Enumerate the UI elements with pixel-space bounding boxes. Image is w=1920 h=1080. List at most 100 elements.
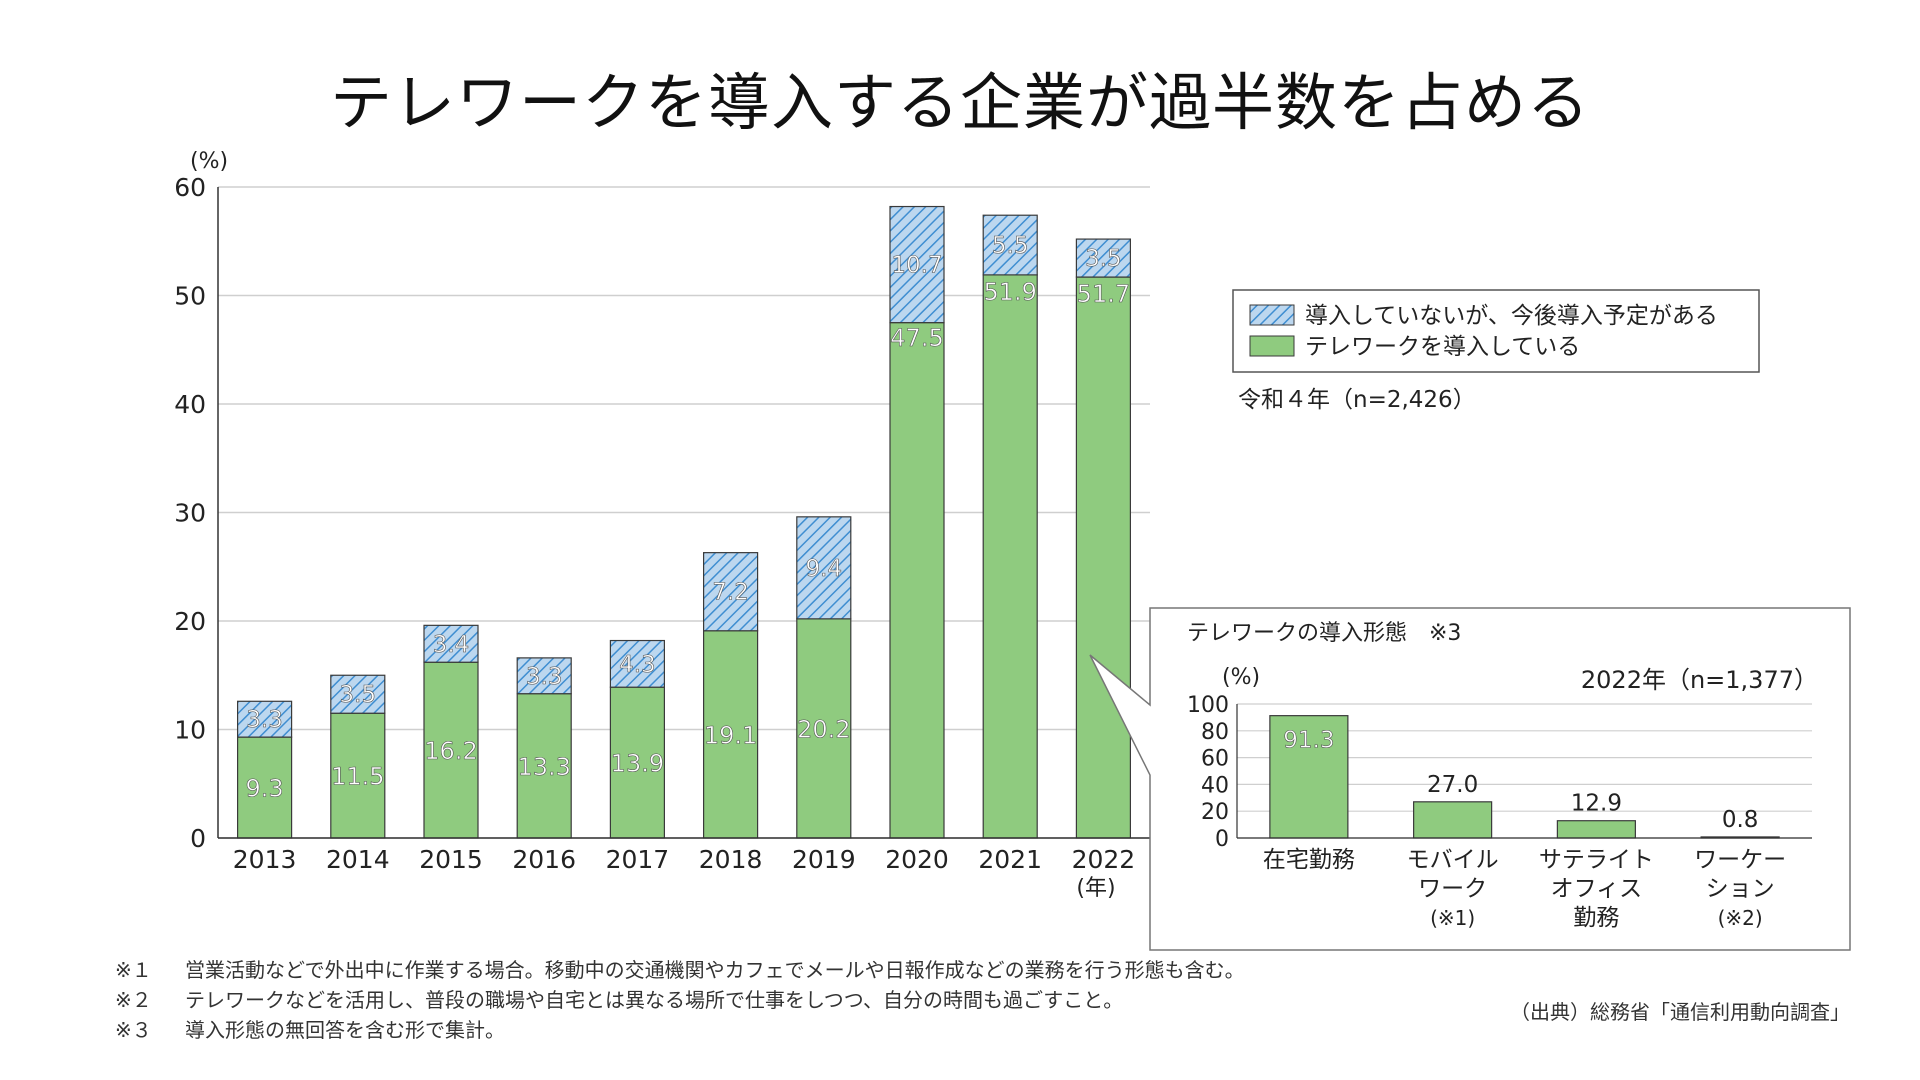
footnotes: ※１ 営業活動などで外出中に作業する場合。移動中の交通機関やカフェでメールや日報…	[115, 955, 1245, 1045]
inset-y-tick-label: 60	[1201, 747, 1229, 772]
inset-category-label: 勤務	[1573, 905, 1619, 931]
inset-y-axis-unit: (%)	[1222, 665, 1260, 690]
bar-planned-2020	[889, 205, 945, 324]
inset-category-label: サテライト	[1539, 847, 1654, 873]
inset-y-tick-label: 80	[1201, 720, 1229, 745]
data-label-planned: 3.5	[1085, 246, 1122, 272]
data-label-implemented: 19.1	[704, 721, 757, 749]
bar-planned-2015	[423, 624, 479, 663]
source-citation: （出典）総務省「通信利用動向調査」	[1510, 1000, 1850, 1024]
data-label-implemented: 9.3	[246, 775, 284, 803]
inset-bar	[1556, 820, 1636, 839]
page-title: テレワークを導入する企業が過半数を占める	[329, 66, 1590, 139]
data-label-implemented: 47.5	[890, 324, 943, 352]
y-tick-label: 30	[174, 499, 206, 528]
legend-box	[1232, 289, 1760, 373]
inset-y-tick-label: 40	[1201, 773, 1229, 798]
inset-data-label: 12.9	[1571, 791, 1622, 817]
inset-subtitle: 2022年（n=1,377）	[1581, 666, 1818, 694]
footnote-2: ※２ テレワークなどを活用し、普段の職場や自宅とは異なる場所で仕事をしつつ、自分…	[115, 985, 1245, 1015]
main-bars: 9.3 3.3 11.5 3.5 16.2 3.4 13.3 3.3 13.9 4.3 19.1 7.…	[237, 205, 1132, 839]
inset-data-label: 0.8	[1722, 807, 1759, 833]
bar-planned-2013	[237, 700, 293, 738]
data-label-planned: 9.4	[806, 556, 843, 582]
bar-implemented-2018	[702, 630, 759, 839]
x-tick-label: 2015	[419, 845, 483, 874]
data-label-implemented: 11.5	[331, 763, 384, 791]
footnote-1: ※１ 営業活動などで外出中に作業する場合。移動中の交通機関やカフェでメールや日報…	[115, 955, 1245, 985]
legend-swatch-implemented	[1249, 335, 1295, 357]
y-tick-label: 20	[174, 607, 206, 636]
inset-category-label: ワーケー	[1694, 847, 1786, 873]
bar-planned-2018	[702, 552, 759, 632]
bar-implemented-2022	[1075, 276, 1132, 839]
y-axis-unit: (%)	[190, 149, 228, 174]
inset-data-label: 91.3	[1283, 728, 1334, 754]
data-label-planned: 3.3	[246, 707, 283, 733]
bar-implemented-2015	[423, 661, 479, 839]
inset-category-label: (※2)	[1718, 906, 1763, 930]
inset-category-label: 在宅勤務	[1263, 847, 1355, 873]
footnote-mark: ※１	[115, 958, 152, 982]
inset-category-label: (※1)	[1430, 906, 1475, 930]
data-label-planned: 4.3	[619, 652, 656, 678]
y-tick-label: 10	[174, 716, 206, 745]
legend-label-implemented: テレワークを導入している	[1305, 334, 1580, 360]
x-tick-label: 2022	[1072, 845, 1136, 874]
main-axes: 0 10 20 30 40 50 60(%) (年) 2013 2014 2015 2016 2017 2…	[174, 149, 1150, 901]
footnote-text: 導入形態の無回答を含む形で集計。	[185, 1018, 505, 1042]
inset-category-label: ション	[1706, 876, 1775, 902]
x-tick-label: 2020	[885, 845, 949, 874]
data-label-implemented: 20.2	[797, 715, 850, 743]
inset-title: テレワークの導入形態 ※3	[1187, 621, 1461, 646]
inset-y-tick-label: 0	[1215, 827, 1229, 852]
x-tick-label: 2013	[233, 845, 297, 874]
inset-category-label: ワーク	[1418, 876, 1487, 902]
y-tick-label: 40	[174, 390, 206, 419]
data-label-planned: 3.5	[340, 682, 377, 708]
x-tick-label: 2017	[606, 845, 670, 874]
sample-size-annotation: 令和４年（n=2,426）	[1238, 387, 1476, 413]
data-label-implemented: 13.9	[611, 750, 664, 778]
data-label-implemented: 51.9	[983, 278, 1036, 306]
inset-category-label: モバイル	[1407, 847, 1499, 873]
footnote-text: テレワークなどを活用し、普段の職場や自宅とは異なる場所で仕事をしつつ、自分の時間…	[185, 988, 1124, 1012]
data-label-planned: 10.7	[891, 253, 942, 279]
bar-implemented-2017	[609, 686, 666, 839]
bar-implemented-2021	[982, 274, 1038, 839]
y-tick-label: 50	[174, 282, 206, 311]
bar-planned-2022	[1075, 238, 1132, 278]
footnote-text: 営業活動などで外出中に作業する場合。移動中の交通機関やカフェでメールや日報作成な…	[185, 958, 1245, 982]
x-tick-label: 2021	[978, 845, 1042, 874]
data-label-planned: 7.2	[712, 580, 749, 606]
y-tick-label: 0	[190, 824, 206, 853]
footnote-mark: ※２	[115, 988, 152, 1012]
bar-planned-2014	[330, 674, 386, 714]
inset-y-tick-label: 20	[1201, 800, 1229, 825]
inset-category-label: オフィス	[1551, 876, 1643, 902]
bar-planned-2016	[516, 657, 572, 695]
data-label-implemented: 13.3	[517, 753, 570, 781]
inset-panel: テレワークの導入形態 ※3 2022年（n=1,377） 91.3 27.0 12.…	[1089, 607, 1851, 951]
bar-implemented-2016	[516, 693, 572, 839]
data-label-planned: 3.4	[433, 632, 470, 658]
inset-y-tick-label: 100	[1187, 693, 1229, 718]
bar-planned-2019	[796, 516, 852, 620]
inset-bar	[1413, 801, 1493, 839]
data-label-planned: 5.5	[992, 233, 1029, 259]
x-tick-label: 2016	[512, 845, 576, 874]
main-legend: 導入していないが、今後導入予定がある テレワークを導入している	[1232, 289, 1760, 373]
footnote-3: ※３ 導入形態の無回答を含む形で集計。	[115, 1015, 1245, 1045]
bar-implemented-2019	[796, 618, 852, 839]
data-label-planned: 3.3	[526, 664, 563, 690]
inset-bars: 91.3 27.0 12.9 0.8	[1269, 715, 1780, 839]
x-tick-label: 2019	[792, 845, 856, 874]
footnote-mark: ※３	[115, 1018, 152, 1042]
legend-label-planned: 導入していないが、今後導入予定がある	[1305, 303, 1718, 329]
x-axis-unit: (年)	[1076, 876, 1115, 901]
bar-planned-2021	[982, 214, 1038, 276]
x-tick-label: 2018	[699, 845, 763, 874]
data-label-implemented: 16.2	[424, 737, 477, 765]
